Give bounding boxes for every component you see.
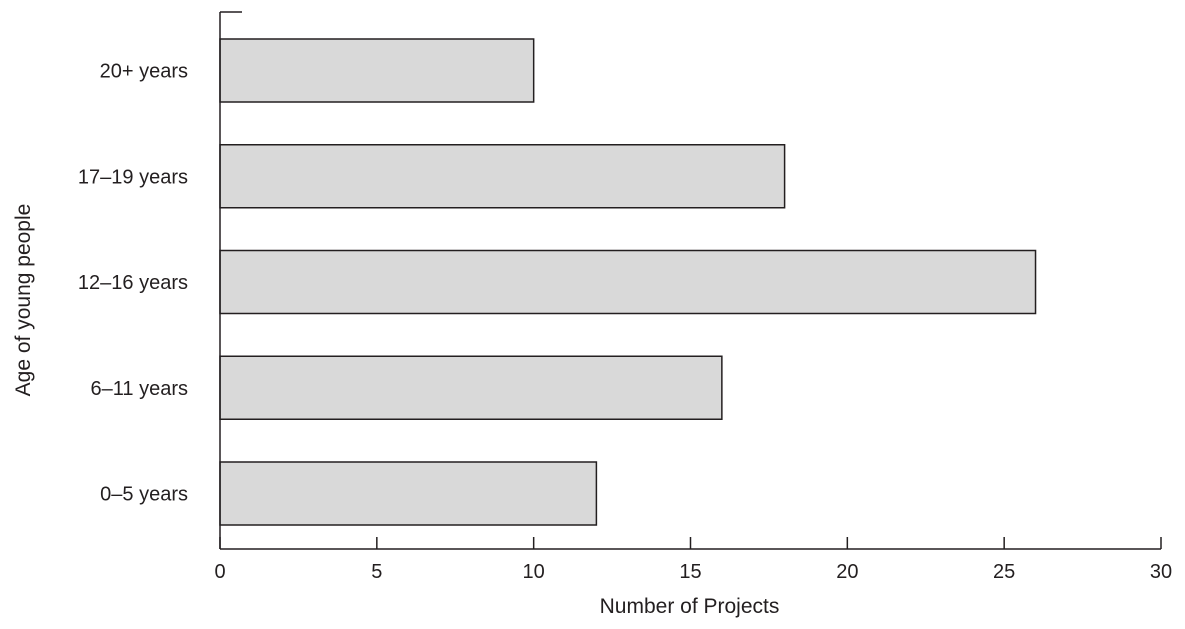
y-axis-title: Age of young people [12,204,35,397]
category-labels-layer: 0–5 years 6–11 years 12–16 years 17–19 year… [78,61,188,506]
category-label-2: 12–16 years [78,272,188,294]
x-tick-label-4: 20 [836,561,858,583]
bar-0 [219,461,598,526]
x-tick-label-0: 0 [214,561,225,583]
category-label-3: 17–19 years [78,166,188,188]
bars-layer [219,38,1037,526]
bar-3 [219,144,786,209]
x-ticks-layer: 0 5 10 15 20 25 30 [214,537,1172,583]
bar-4 [219,38,535,103]
x-tick-label-3: 15 [679,561,701,583]
category-label-0: 0–5 years [100,484,188,506]
x-tick-label-1: 5 [371,561,382,583]
category-label-1: 6–11 years [91,378,188,400]
x-tick-label-2: 10 [523,561,545,583]
bar-1 [219,355,723,420]
x-tick-label-6: 30 [1150,561,1172,583]
bar-2 [219,249,1037,315]
x-tick-label-5: 25 [993,561,1015,583]
x-axis-title: Number of Projects [600,595,780,618]
category-label-4: 20+ years [100,61,188,83]
